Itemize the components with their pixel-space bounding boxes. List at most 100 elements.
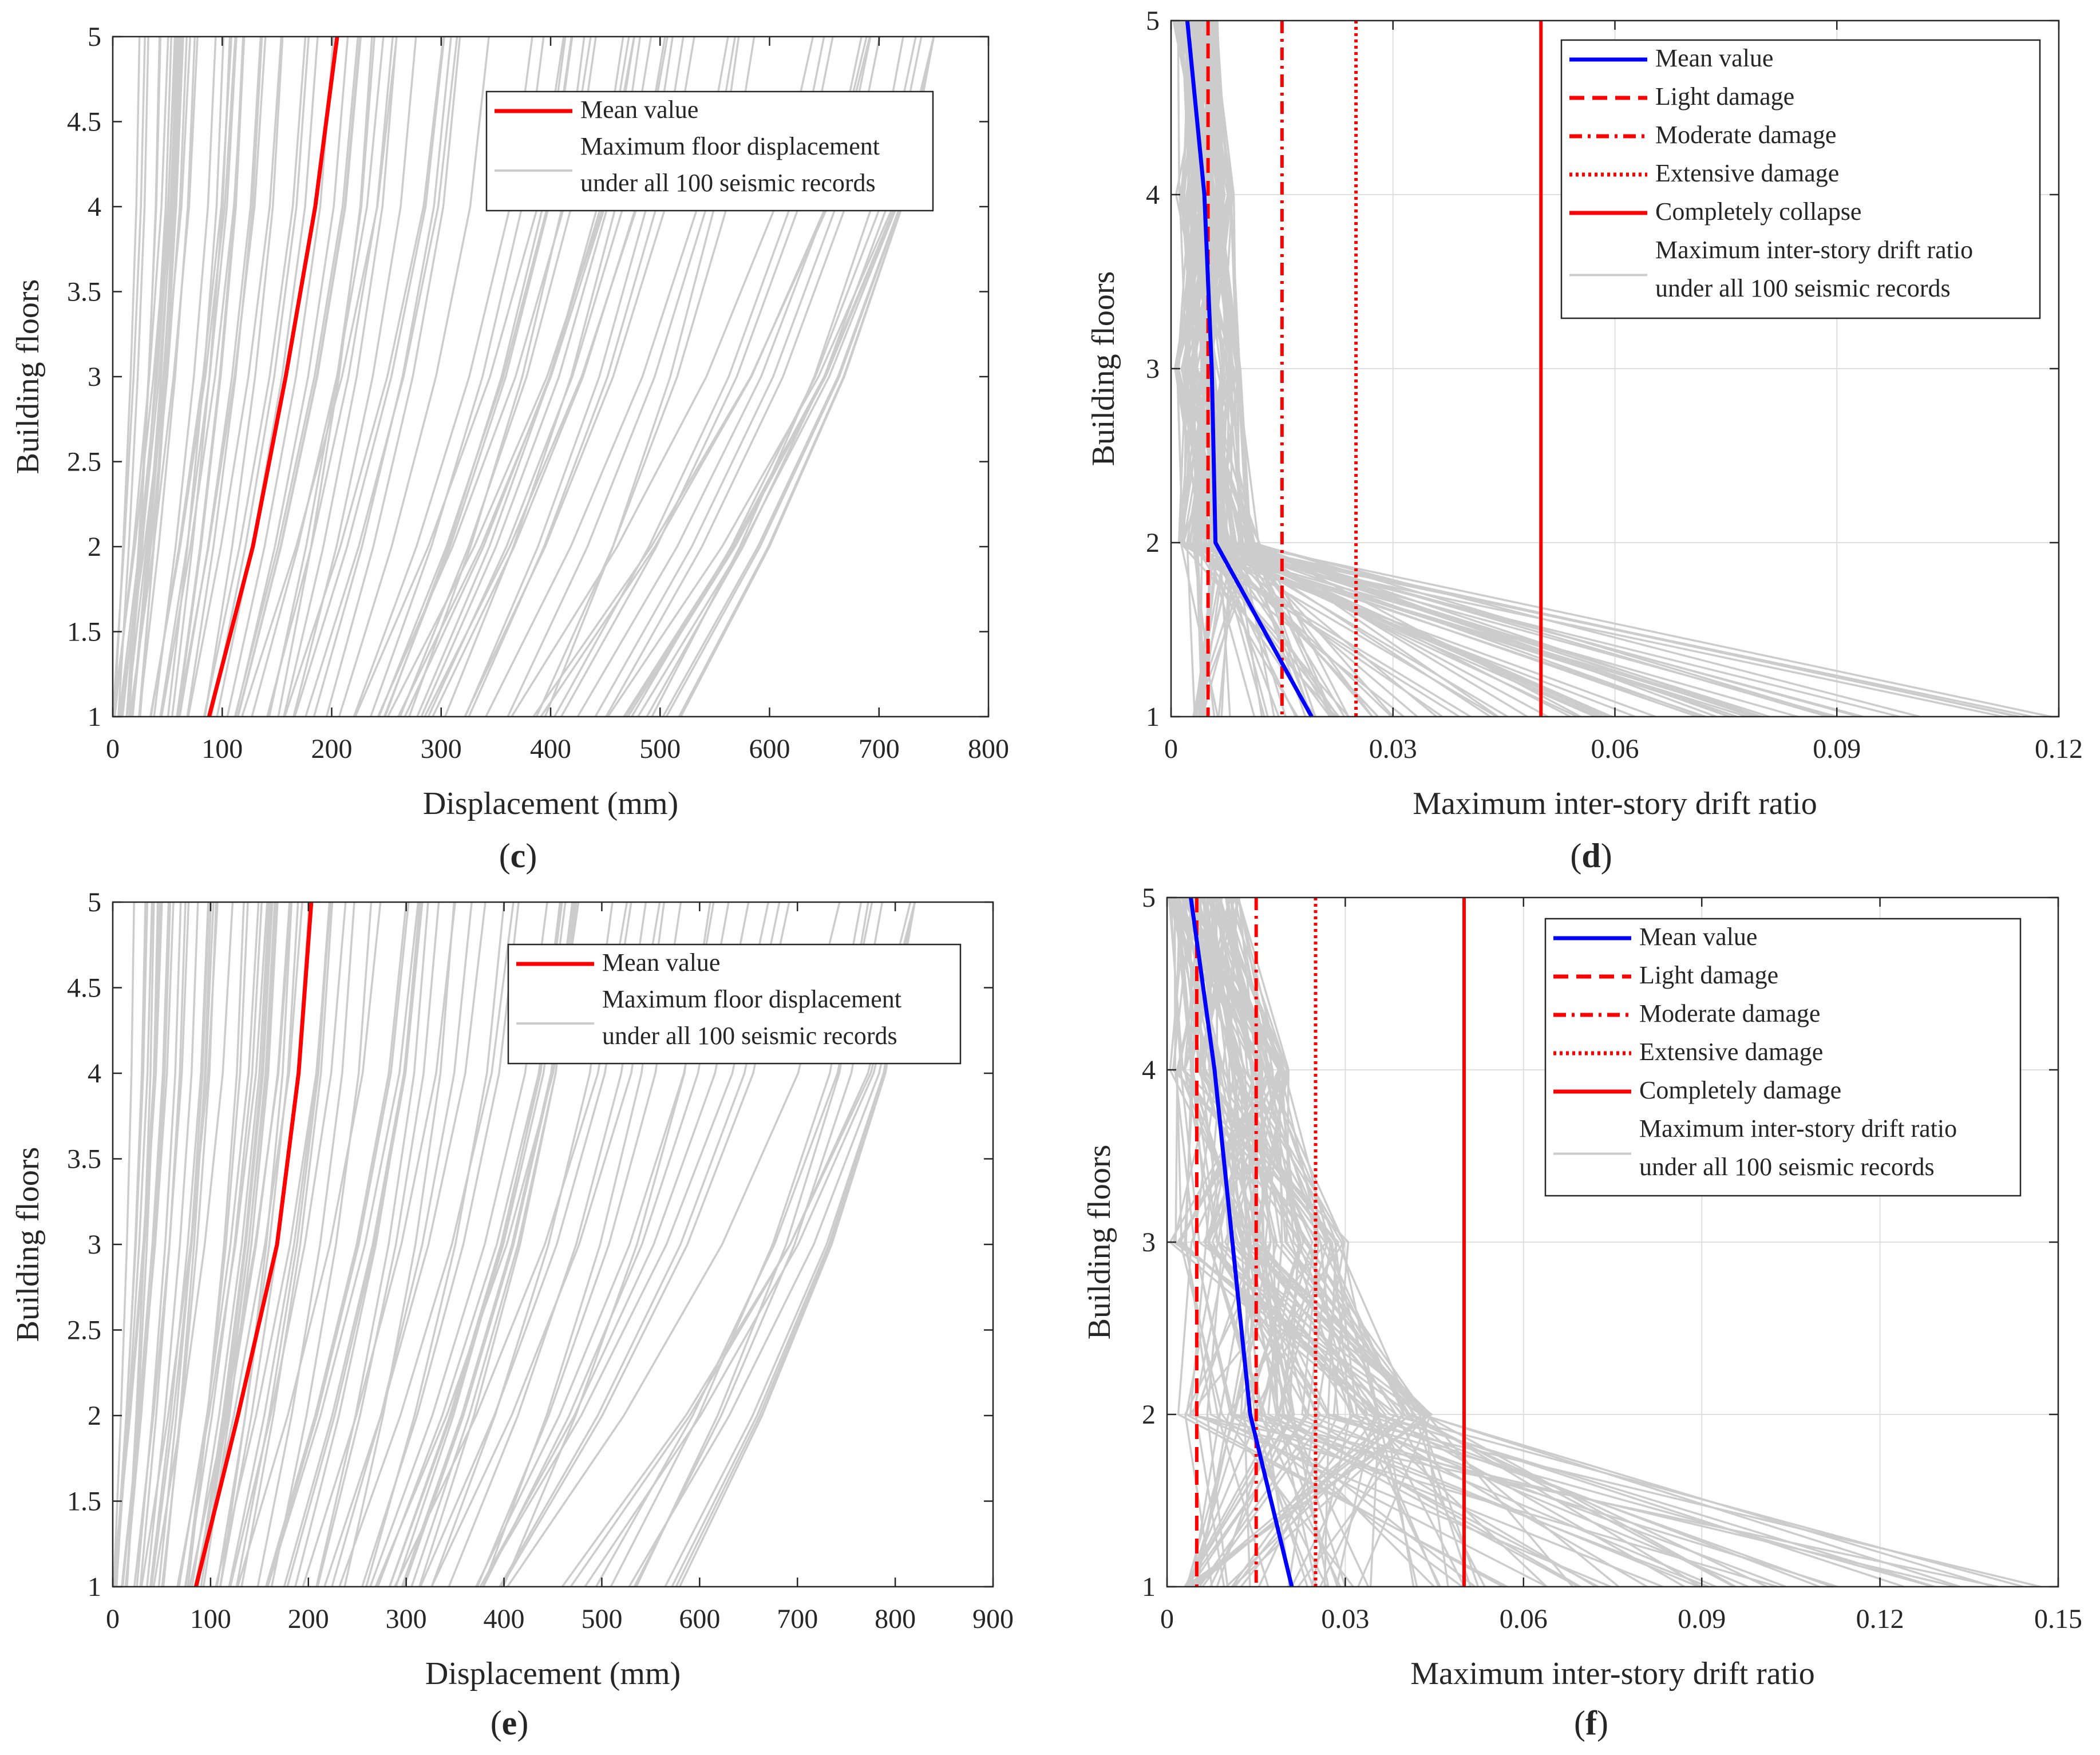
record-curve <box>113 902 162 1587</box>
record-curve <box>139 37 179 717</box>
mean-line <box>1185 20 1314 718</box>
record-curve <box>139 902 187 1587</box>
record-curve <box>1192 898 1418 1587</box>
record-curve <box>294 37 445 717</box>
record-curve <box>313 37 452 717</box>
y-tick-label: 2 <box>88 1401 101 1431</box>
record-curve <box>267 902 420 1587</box>
record-curve <box>1183 21 2032 717</box>
x-tick-label: 0.06 <box>1591 734 1639 764</box>
y-tick-label: 4.5 <box>67 973 101 1003</box>
legend-entry: Mean value <box>602 948 720 977</box>
x-tick-label: 300 <box>386 1604 427 1634</box>
x-tick-label: 200 <box>311 734 353 764</box>
record-curve <box>200 902 276 1587</box>
panel-label: (e) <box>491 1704 529 1742</box>
record-curve <box>228 902 331 1587</box>
y-tick-label: 5 <box>1146 6 1160 36</box>
legend-entry: Extensive damage <box>1639 1038 1823 1066</box>
x-tick-label: 900 <box>972 1604 1014 1634</box>
legend: Mean value Light damage Moderate damage Ext… <box>1560 39 2041 319</box>
record-curve <box>152 902 234 1587</box>
record-curve <box>283 37 398 717</box>
record-curve <box>153 37 217 717</box>
record-curve <box>204 37 284 717</box>
x-tick-label: 0 <box>1164 734 1178 764</box>
record-curve <box>292 37 417 717</box>
x-tick-label: 800 <box>968 734 1009 764</box>
record-curve <box>113 902 135 1587</box>
record-curve <box>338 37 490 717</box>
mean-line <box>207 36 339 717</box>
legend-entry: Mean value <box>580 96 698 124</box>
x-tick-label: 600 <box>679 1604 720 1634</box>
legend-entry: Mean value <box>1655 44 1773 72</box>
legend-entry: under all 100 seismic records <box>1655 274 1951 302</box>
y-tick-label: 5 <box>1142 883 1156 913</box>
panel-label: (f) <box>1574 1704 1608 1742</box>
record-curve <box>325 37 461 717</box>
y-axis-label: Building floors <box>1082 1145 1117 1340</box>
panel-f: 0 0.03 0.06 0.09 0.12 0.15 1 2 3 4 5 Maximum inter-… <box>1082 883 2082 1742</box>
record-curve <box>210 37 310 717</box>
panel-d: 0 0.03 0.06 0.09 0.12 1 2 3 4 5 Maximum inter-stor… <box>1086 6 2083 875</box>
record-curve <box>270 902 373 1587</box>
record-curve <box>1201 21 1333 717</box>
record-curve <box>229 902 347 1587</box>
record-curve <box>1191 21 1331 717</box>
legend-box <box>1560 39 2041 319</box>
record-curve <box>1178 898 1702 1587</box>
legend-entry: Completely damage <box>1639 1076 1841 1104</box>
record-curve <box>129 37 199 717</box>
legend-entry: Extensive damage <box>1655 159 1839 187</box>
record-curve <box>302 902 457 1587</box>
record-curve <box>266 37 394 717</box>
legend-entry: Moderate damage <box>1655 121 1836 149</box>
record-curve <box>1179 21 1337 717</box>
record-curve <box>1184 898 1328 1587</box>
record-curve <box>294 902 421 1587</box>
record-curve <box>1190 21 1239 717</box>
y-axis-label: Building floors <box>1086 271 1121 467</box>
x-tick-label: 0.09 <box>1678 1604 1726 1634</box>
record-curve <box>216 902 299 1587</box>
record-curve <box>161 902 217 1587</box>
x-tick-label: 600 <box>749 734 790 764</box>
x-ticks: 0 0.03 0.06 0.09 0.12 0.15 <box>1160 898 2082 1634</box>
y-axis-label: Building floors <box>10 1147 46 1342</box>
y-tick-label: 2.5 <box>67 1315 101 1346</box>
panel-label: (d) <box>1570 837 1612 875</box>
y-tick-label: 1 <box>88 1572 101 1602</box>
record-curve <box>1173 898 1548 1587</box>
mean-line <box>1189 897 1294 1587</box>
record-curve <box>256 902 355 1587</box>
record-curve <box>1228 898 1355 1587</box>
x-tick-label: 200 <box>288 1604 329 1634</box>
record-curve <box>343 902 456 1587</box>
y-ticks: 1 2 3 4 5 <box>1142 883 2058 1602</box>
record-curve <box>234 37 349 717</box>
legend-entry: Maximum floor displacement <box>580 132 880 160</box>
record-curve <box>187 37 283 717</box>
record-curve <box>145 902 199 1587</box>
record-curve <box>1180 21 1231 717</box>
record-curve <box>219 902 293 1587</box>
x-axis-label: Displacement (mm) <box>425 1656 681 1691</box>
record-curve <box>184 902 249 1587</box>
record-curve <box>265 902 408 1587</box>
record-curve <box>1174 898 1597 1587</box>
record-curve <box>1177 21 1269 717</box>
record-curve <box>1176 898 1381 1587</box>
x-tick-label: 300 <box>421 734 462 764</box>
record-curve <box>159 37 238 717</box>
panel-e: 0 100 200 300 400 500 600 700 800 900 1 1.5 2 2.5 3 3.5… <box>10 887 1014 1742</box>
y-ticks: 1 2 3 4 5 <box>1146 6 2059 732</box>
record-curve <box>236 902 382 1587</box>
record-curve <box>251 37 385 717</box>
record-curve <box>131 37 178 717</box>
record-curve <box>277 37 373 717</box>
y-ticks: 1 1.5 2 2.5 3 3.5 4 4.5 5 <box>67 887 993 1602</box>
record-curve <box>216 37 319 717</box>
record-curve <box>1173 898 1463 1587</box>
